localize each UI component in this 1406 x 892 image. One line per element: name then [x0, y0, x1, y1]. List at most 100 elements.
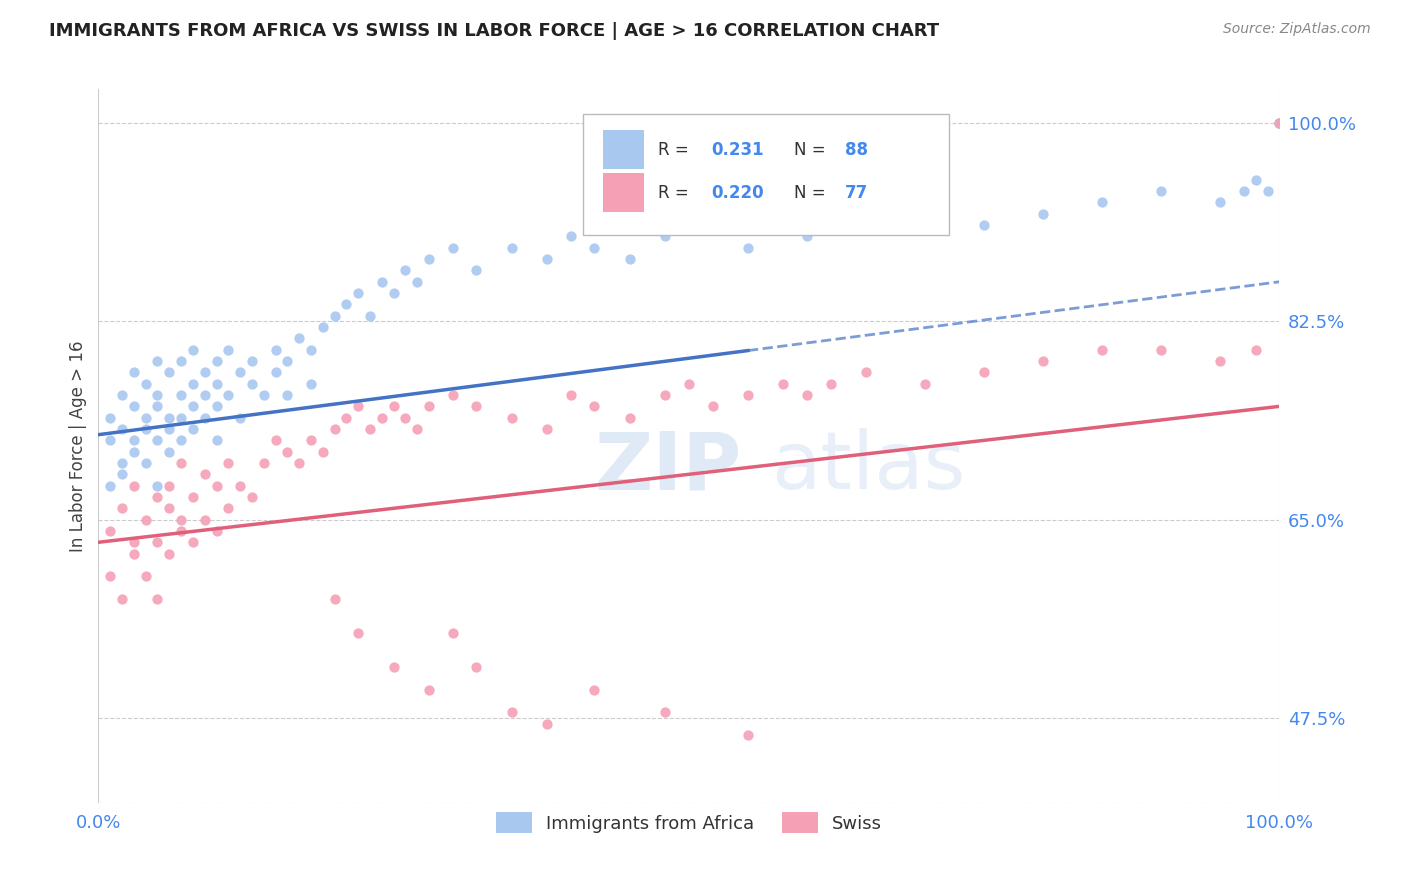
Point — [418, 682, 440, 697]
Point — [194, 467, 217, 482]
Point — [135, 422, 157, 436]
Point — [217, 343, 239, 357]
Point — [229, 365, 252, 379]
Point — [820, 207, 842, 221]
Point — [122, 535, 145, 549]
Point — [157, 478, 180, 492]
Point — [194, 365, 217, 379]
Point — [973, 218, 995, 232]
Point — [170, 410, 193, 425]
Point — [181, 535, 204, 549]
Point — [501, 705, 523, 719]
Text: R =: R = — [658, 141, 695, 159]
Point — [111, 422, 134, 436]
Point — [157, 547, 180, 561]
Point — [205, 400, 228, 414]
Point — [855, 365, 877, 379]
Point — [135, 456, 157, 470]
Point — [264, 434, 287, 448]
Point — [205, 478, 228, 492]
Point — [122, 478, 145, 492]
Point — [772, 218, 794, 232]
Text: Source: ZipAtlas.com: Source: ZipAtlas.com — [1223, 22, 1371, 37]
Point — [122, 365, 145, 379]
Point — [406, 275, 429, 289]
Point — [194, 410, 217, 425]
Point — [111, 467, 134, 482]
Point — [181, 422, 204, 436]
Point — [157, 365, 180, 379]
Point — [146, 388, 169, 402]
Point — [181, 400, 204, 414]
Point — [678, 218, 700, 232]
Y-axis label: In Labor Force | Age > 16: In Labor Force | Age > 16 — [69, 340, 87, 552]
Point — [229, 478, 252, 492]
Point — [418, 252, 440, 266]
Point — [299, 343, 322, 357]
Point — [170, 456, 193, 470]
Point — [737, 388, 759, 402]
Point — [98, 569, 121, 583]
Point — [501, 241, 523, 255]
Point — [371, 275, 394, 289]
Point — [583, 241, 606, 255]
Point — [536, 252, 558, 266]
Point — [654, 388, 676, 402]
Point — [98, 410, 121, 425]
Point — [122, 400, 145, 414]
Point — [288, 331, 311, 345]
Point — [299, 376, 322, 391]
Point — [394, 263, 416, 277]
Text: 77: 77 — [845, 184, 868, 202]
Text: 88: 88 — [845, 141, 868, 159]
Point — [299, 434, 322, 448]
Bar — [603, 130, 644, 169]
Point — [359, 309, 381, 323]
Point — [276, 354, 298, 368]
Point — [347, 400, 370, 414]
FancyBboxPatch shape — [582, 114, 949, 235]
Point — [146, 535, 169, 549]
Point — [205, 376, 228, 391]
Point — [914, 376, 936, 391]
Point — [122, 444, 145, 458]
Point — [98, 434, 121, 448]
Point — [335, 297, 357, 311]
Point — [312, 444, 335, 458]
Point — [146, 434, 169, 448]
Point — [146, 478, 169, 492]
Point — [371, 410, 394, 425]
Point — [619, 410, 641, 425]
Point — [288, 456, 311, 470]
Point — [135, 513, 157, 527]
Point — [501, 410, 523, 425]
Point — [146, 490, 169, 504]
Point — [253, 456, 276, 470]
Point — [157, 501, 180, 516]
Point — [170, 388, 193, 402]
Point — [1244, 173, 1267, 187]
Point — [1233, 184, 1256, 198]
Point — [678, 376, 700, 391]
Point — [146, 354, 169, 368]
Point — [264, 365, 287, 379]
Point — [312, 320, 335, 334]
Point — [323, 422, 346, 436]
Point — [229, 410, 252, 425]
Point — [111, 591, 134, 606]
Point — [441, 241, 464, 255]
Point — [1032, 354, 1054, 368]
Point — [583, 682, 606, 697]
Point — [1257, 184, 1279, 198]
Point — [240, 354, 263, 368]
Point — [1268, 116, 1291, 130]
Point — [359, 422, 381, 436]
Point — [135, 376, 157, 391]
Point — [394, 410, 416, 425]
Point — [737, 728, 759, 742]
Text: ZIP: ZIP — [595, 428, 742, 507]
Point — [1244, 343, 1267, 357]
Point — [1091, 195, 1114, 210]
Bar — [603, 173, 644, 212]
Point — [98, 524, 121, 538]
